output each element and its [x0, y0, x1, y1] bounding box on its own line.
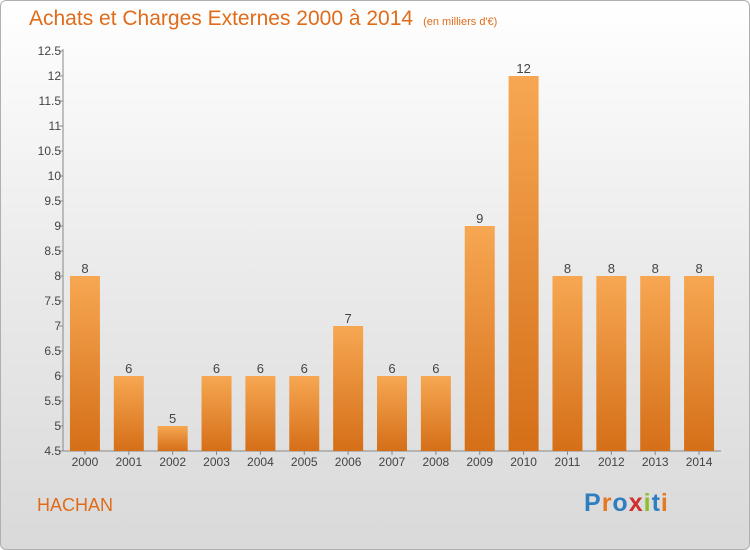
bar-value-label: 6: [213, 361, 220, 376]
y-tick-label: 9.5: [44, 194, 61, 208]
x-tick-label: 2011: [555, 455, 581, 469]
bar: [640, 276, 671, 451]
chart-title-text: Achats et Charges Externes 2000 à 2014: [29, 7, 414, 30]
y-tick-label: 7: [54, 319, 61, 333]
bar-value-label: 7: [345, 311, 352, 326]
bar: [157, 426, 188, 451]
logo-letter: i: [660, 489, 669, 517]
bar-value-label: 6: [388, 361, 395, 376]
bar-value-label: 6: [257, 361, 264, 376]
y-tick-label: 5: [54, 419, 61, 433]
bar: [596, 276, 627, 451]
y-tick-label: 8: [54, 269, 61, 283]
y-tick-label: 9: [54, 219, 61, 233]
logo-letter: x: [628, 489, 644, 517]
bar: [508, 76, 539, 451]
x-tick-label: 2002: [159, 455, 186, 469]
bar: [69, 276, 100, 451]
x-tick-label: 2006: [335, 455, 362, 469]
logo-letter: P: [584, 489, 602, 517]
bar: [684, 276, 715, 451]
logo-letter: t: [651, 489, 661, 517]
y-tick-label: 5.5: [44, 394, 61, 408]
x-tick-label: 2005: [291, 455, 318, 469]
y-tick-label: 12: [48, 69, 62, 83]
x-tick-label: 2004: [247, 455, 274, 469]
bar-value-label: 8: [564, 261, 571, 276]
y-tick-label: 10.5: [38, 144, 62, 158]
bar: [464, 226, 495, 451]
proxiti-logo: Proxiti: [584, 489, 669, 518]
logo-letter: o: [612, 489, 629, 517]
y-tick-label: 11: [49, 119, 62, 133]
x-tick-label: 2007: [379, 455, 406, 469]
bar-value-label: 12: [516, 61, 530, 76]
commune-name: HACHAN: [37, 495, 114, 515]
chart-data-labels: 8 6 5 6 6 6 7 6 6 9 12 8 8 8 8: [81, 61, 702, 426]
x-tick-label: 2012: [598, 455, 625, 469]
bar: [113, 376, 144, 451]
bar: [420, 376, 451, 451]
chart-title: Achats et Charges Externes 2000 à 2014 (e…: [29, 7, 497, 31]
x-tick-label: 2001: [115, 455, 142, 469]
bar-value-label: 9: [476, 211, 483, 226]
x-tick-label: 2009: [466, 455, 493, 469]
x-tick-label: 2013: [642, 455, 669, 469]
bar-value-label: 5: [169, 411, 176, 426]
logo-letter: r: [601, 489, 613, 517]
bar: [333, 326, 364, 451]
y-tick-label: 7.5: [44, 294, 61, 308]
y-tick-label: 6.5: [44, 344, 61, 358]
bar-value-label: 8: [652, 261, 659, 276]
logo-letter: i: [643, 489, 652, 517]
bar-value-label: 8: [81, 261, 88, 276]
chart-bars: [69, 76, 715, 451]
x-tick-label: 2003: [203, 455, 230, 469]
bar: [552, 276, 583, 451]
y-tick-label: 12.5: [38, 44, 62, 58]
x-tick-label: 2010: [510, 455, 537, 469]
bar-value-label: 6: [125, 361, 132, 376]
chart-unit-label: (en milliers d'€): [423, 16, 498, 28]
bar: [201, 376, 232, 451]
bar: [377, 376, 407, 451]
bar-value-label: 8: [608, 261, 615, 276]
bar-value-label: 6: [432, 361, 439, 376]
y-tick-label: 6: [54, 369, 61, 383]
x-tick-label: 2008: [423, 455, 450, 469]
y-tick-label: 8.5: [44, 244, 61, 258]
x-tick-label: 2014: [686, 455, 713, 469]
bar: [245, 376, 276, 451]
bar: [289, 376, 320, 451]
y-tick-label: 4.5: [44, 444, 61, 458]
bar-value-label: 6: [301, 361, 308, 376]
bar-value-label: 8: [695, 261, 702, 276]
x-tick-label: 2000: [72, 455, 99, 469]
y-tick-label: 10: [48, 169, 62, 183]
y-tick-label: 11.5: [39, 94, 62, 108]
